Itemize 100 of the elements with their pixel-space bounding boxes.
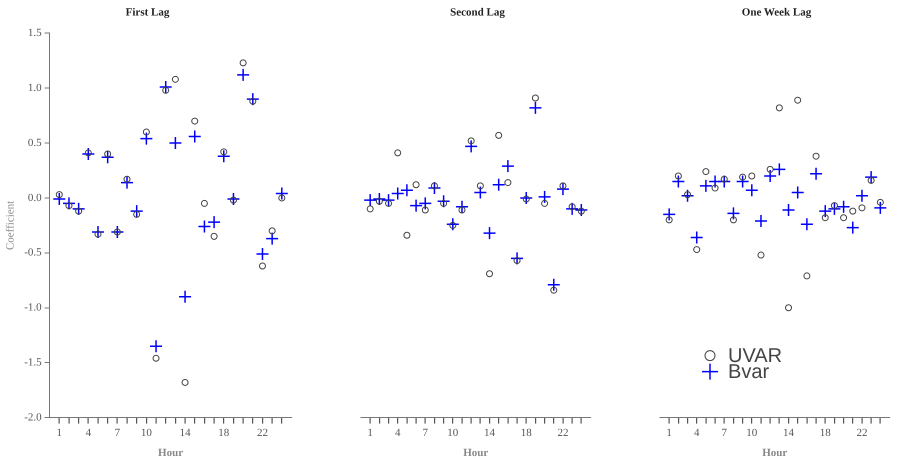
- y-tick-label: -0.5: [24, 246, 42, 259]
- point: [482, 226, 496, 240]
- point: [846, 220, 860, 234]
- point: [468, 137, 475, 144]
- point: [519, 191, 533, 205]
- x-tick-label: 1: [666, 427, 672, 440]
- point: [124, 176, 131, 183]
- x-tick-label: 22: [856, 427, 868, 440]
- chart-title: One Week Lag: [742, 6, 812, 18]
- point: [718, 174, 732, 188]
- point: [418, 196, 432, 210]
- point: [474, 186, 488, 200]
- point: [757, 252, 764, 259]
- point: [514, 257, 521, 264]
- point: [52, 192, 66, 206]
- point: [162, 86, 170, 94]
- point: [120, 176, 134, 190]
- point: [258, 262, 266, 270]
- point: [836, 200, 850, 214]
- point: [864, 170, 878, 184]
- x-axis-title: Hour: [762, 447, 788, 460]
- point: [430, 182, 438, 190]
- point: [240, 59, 247, 66]
- y-tick-label: 1.0: [28, 82, 42, 94]
- point: [436, 194, 450, 208]
- point: [188, 130, 202, 144]
- point: [110, 225, 124, 239]
- point: [532, 94, 539, 102]
- point: [191, 118, 198, 125]
- x-tick-label: 14: [484, 427, 496, 440]
- x-tick-label: 14: [180, 427, 192, 440]
- point: [56, 191, 63, 198]
- point: [556, 182, 570, 196]
- point: [84, 149, 92, 156]
- point: [800, 218, 814, 232]
- point: [265, 232, 279, 246]
- point: [400, 184, 414, 198]
- y-tick-label: 1.5: [28, 27, 42, 40]
- x-tick-label: 22: [256, 427, 268, 440]
- point: [200, 200, 208, 207]
- point: [754, 214, 768, 228]
- point: [818, 204, 832, 218]
- point: [876, 198, 884, 206]
- point: [464, 140, 478, 154]
- point: [666, 216, 673, 224]
- point: [249, 98, 256, 105]
- point: [246, 92, 260, 106]
- y-tick-label: 0.5: [28, 136, 42, 149]
- point: [504, 179, 512, 186]
- point: [674, 172, 682, 180]
- point: [763, 169, 777, 183]
- point: [803, 272, 810, 280]
- x-tick-label: 7: [114, 427, 121, 440]
- point: [748, 172, 756, 180]
- point: [412, 181, 420, 188]
- y-tick-label: -1.5: [24, 356, 42, 369]
- point: [142, 128, 150, 136]
- x-tick-label: 7: [722, 427, 728, 440]
- point: [794, 96, 802, 104]
- x-tick-label: 10: [140, 427, 152, 440]
- point: [172, 76, 179, 83]
- point: [75, 208, 82, 215]
- point: [486, 270, 494, 278]
- point: [702, 168, 710, 176]
- point: [449, 222, 456, 229]
- point: [874, 201, 888, 215]
- point: [230, 196, 237, 204]
- point: [178, 290, 192, 304]
- point: [376, 198, 383, 205]
- point: [256, 247, 270, 261]
- point: [858, 204, 866, 212]
- point: [565, 202, 579, 216]
- point: [403, 232, 410, 239]
- point: [693, 246, 700, 254]
- point: [745, 184, 759, 198]
- y-tick-label: -1.0: [24, 302, 42, 314]
- point: [855, 188, 869, 202]
- point: [822, 214, 829, 222]
- chart-title: Second Lag: [450, 6, 506, 18]
- point: [94, 230, 102, 238]
- point: [72, 202, 86, 216]
- point: [776, 104, 783, 112]
- point: [91, 225, 105, 239]
- point: [662, 208, 676, 222]
- point: [574, 203, 588, 217]
- point: [366, 205, 374, 212]
- point: [720, 176, 728, 183]
- point: [422, 206, 429, 214]
- point: [114, 228, 121, 236]
- point: [446, 218, 460, 232]
- x-tick-label: 14: [783, 427, 795, 440]
- point: [226, 192, 240, 206]
- point: [476, 182, 484, 190]
- point: [690, 230, 704, 244]
- x-tick-label: 4: [394, 427, 401, 440]
- point: [140, 132, 154, 146]
- point: [390, 186, 404, 200]
- point: [275, 186, 289, 200]
- point: [458, 206, 466, 214]
- point: [680, 188, 694, 202]
